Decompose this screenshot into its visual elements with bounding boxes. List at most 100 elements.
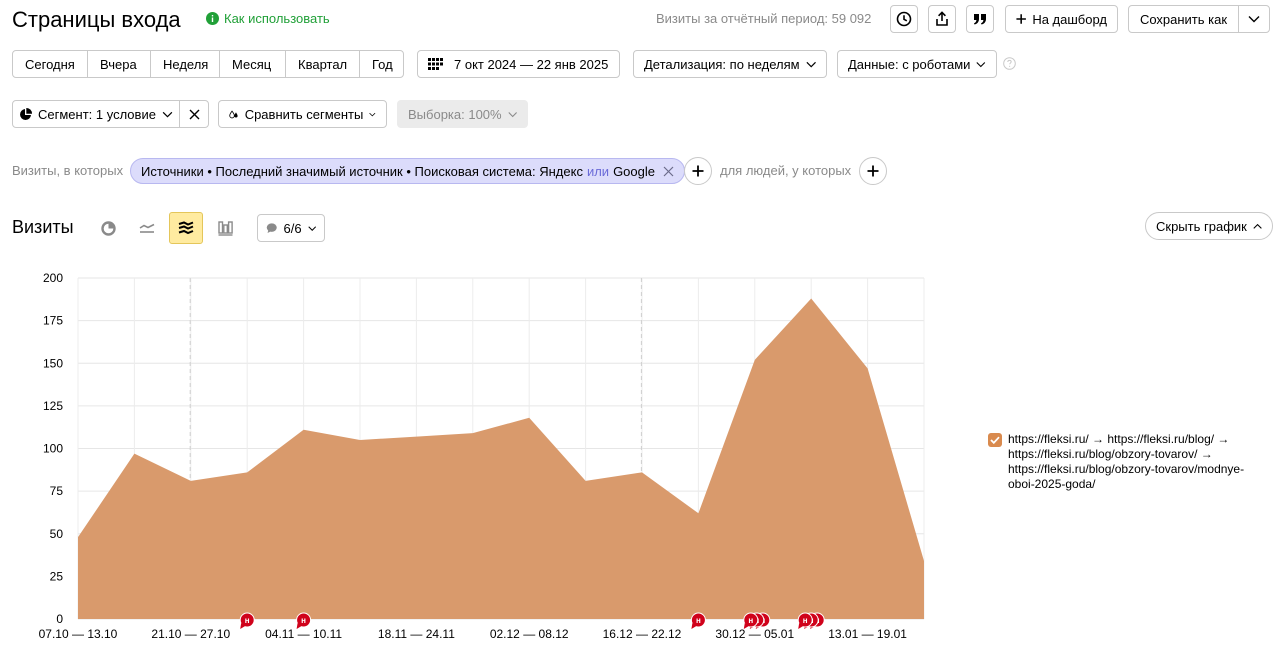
- export-button[interactable]: [928, 5, 956, 33]
- legend: https://fleksi.ru/ → https://fleksi.ru/b…: [988, 432, 1244, 492]
- help-link[interactable]: Как использовать: [206, 11, 330, 26]
- svg-text:н: н: [696, 616, 701, 625]
- plus-icon: [867, 165, 879, 177]
- annotation-marker[interactable]: н: [797, 612, 813, 629]
- period-yesterday[interactable]: Вчера: [88, 51, 151, 77]
- y-tick-label: 25: [50, 569, 64, 583]
- period-selector: Сегодня Вчера Неделя Месяц Квартал Год: [12, 50, 404, 78]
- filter-chip[interactable]: Источники • Последний значимый источник …: [130, 158, 685, 184]
- chart-type-area[interactable]: [169, 212, 203, 244]
- y-tick-label: 175: [43, 314, 63, 328]
- save-as-button[interactable]: Сохранить как: [1129, 6, 1239, 32]
- x-tick-label: 13.01 — 19.01: [828, 627, 907, 641]
- people-filter-label: для людей, у которых: [720, 163, 852, 178]
- comment-button[interactable]: [966, 5, 994, 33]
- share-icon: [936, 11, 948, 26]
- clock-icon: [896, 11, 912, 27]
- chevron-down-icon: [369, 112, 376, 116]
- x-tick-label: 18.11 — 24.11: [378, 627, 455, 641]
- compare-segments-label: Сравнить сегменты: [244, 106, 364, 122]
- legend-label-line: https://fleksi.ru/ → https://fleksi.ru/b…: [1008, 432, 1230, 446]
- add-people-condition-button[interactable]: [859, 157, 887, 185]
- annotation-marker[interactable]: н: [239, 612, 255, 629]
- y-tick-label: 50: [50, 527, 64, 541]
- legend-label-line: https://fleksi.ru/blog/obzory-tovarov/ →: [1008, 447, 1213, 461]
- line-chart-icon: [139, 223, 155, 233]
- filter-chip-or: или: [586, 163, 610, 179]
- pie-chart-icon: [100, 220, 116, 236]
- add-condition-button[interactable]: [684, 157, 712, 185]
- y-tick-label: 150: [43, 356, 63, 370]
- page-title: Страницы входа: [12, 7, 181, 32]
- segment-group: Сегмент: 1 условие: [12, 100, 209, 128]
- hide-chart-button[interactable]: Скрыть график: [1145, 212, 1273, 240]
- date-range-button[interactable]: 7 окт 2024 — 22 янв 2025: [417, 50, 620, 78]
- info-icon: [206, 12, 219, 25]
- period-quarter[interactable]: Квартал: [286, 51, 360, 77]
- chart-type-pie[interactable]: [91, 212, 125, 244]
- chart-type-bar[interactable]: [208, 212, 242, 244]
- annotation-marker[interactable]: н: [296, 612, 312, 629]
- annotation-marker[interactable]: н: [743, 612, 759, 629]
- period-today[interactable]: Сегодня: [13, 51, 88, 77]
- pie-icon: [20, 107, 32, 120]
- save-as-label: Сохранить как: [1139, 11, 1228, 27]
- annotations-select[interactable]: 6/6: [257, 214, 325, 242]
- chevron-down-icon: [307, 225, 316, 231]
- chevron-down-icon: [162, 111, 173, 118]
- visits-chart: 0 25 50 75 100 125 150 175 200 07.10 — 13.10 21.10…: [39, 271, 925, 641]
- period-year[interactable]: Год: [372, 56, 393, 72]
- legend-checkbox[interactable]: [988, 433, 1002, 447]
- save-as-group: Сохранить как: [1128, 5, 1270, 33]
- date-range-label: 7 окт 2024 — 22 янв 2025: [454, 56, 609, 72]
- svg-text:н: н: [803, 616, 808, 625]
- legend-label-line: https://fleksi.ru/blog/obzory-tovarov/mo…: [1008, 462, 1245, 476]
- to-dashboard-button[interactable]: На дашборд: [1005, 5, 1118, 33]
- legend-label-line: oboi-2025-goda/: [1008, 477, 1096, 491]
- quote-icon: [974, 14, 986, 25]
- history-button[interactable]: [890, 5, 918, 33]
- plus-icon: [692, 165, 704, 177]
- visits-summary: Визиты за отчётный период: 59 092: [656, 11, 872, 26]
- chart-type-line[interactable]: [130, 212, 164, 244]
- chart-title: Визиты: [12, 217, 74, 237]
- check-icon: [990, 436, 1000, 444]
- filter-chip-label: Источники • Последний значимый источник …: [141, 163, 583, 179]
- segment-label: Сегмент: 1 условие: [38, 106, 156, 122]
- to-dashboard-label: На дашборд: [1032, 11, 1107, 27]
- y-tick-label: 200: [43, 271, 63, 285]
- annotation-marker[interactable]: н: [690, 612, 706, 629]
- close-icon: [189, 109, 199, 119]
- x-tick-label: 16.12 — 22.12: [603, 627, 682, 641]
- svg-text:н: н: [245, 616, 250, 625]
- legend-label[interactable]: https://fleksi.ru/ → https://fleksi.ru/b…: [1008, 432, 1244, 492]
- sample-select[interactable]: Выборка: 100%: [397, 100, 528, 128]
- drops-icon: [229, 109, 238, 118]
- annotations-count: 6/6: [283, 220, 302, 236]
- x-tick-label: 04.11 — 10.11: [265, 627, 342, 641]
- period-week[interactable]: Неделя: [151, 51, 220, 77]
- chevron-up-icon: [1253, 223, 1262, 229]
- period-month[interactable]: Месяц: [220, 51, 286, 77]
- detail-select[interactable]: Детализация: по неделям: [633, 50, 827, 78]
- chevron-down-icon: [976, 61, 986, 67]
- series-area: [78, 298, 924, 619]
- chevron-down-icon: [1248, 16, 1260, 23]
- data-mode-select[interactable]: Данные: с роботами: [837, 50, 997, 78]
- help-link-label: Как использовать: [224, 11, 330, 26]
- detail-label: Детализация: по неделям: [644, 56, 800, 72]
- segment-button[interactable]: Сегмент: 1 условие: [13, 101, 180, 127]
- data-mode-label: Данные: с роботами: [848, 56, 971, 72]
- x-tick-label: 02.12 — 08.12: [490, 627, 569, 641]
- close-icon[interactable]: [663, 166, 674, 177]
- plus-icon: [1016, 14, 1026, 24]
- question-icon[interactable]: [1003, 57, 1016, 70]
- compare-segments-button[interactable]: Сравнить сегменты: [218, 100, 387, 128]
- x-tick-label: 21.10 — 27.10: [151, 627, 230, 641]
- calendar-icon: [428, 58, 443, 70]
- save-as-dropdown[interactable]: [1239, 6, 1269, 32]
- sample-label: Выборка: 100%: [408, 106, 502, 122]
- filter-prefix: Визиты, в которых: [12, 163, 124, 178]
- area-chart-icon: [178, 221, 194, 235]
- segment-clear-button[interactable]: [180, 101, 208, 127]
